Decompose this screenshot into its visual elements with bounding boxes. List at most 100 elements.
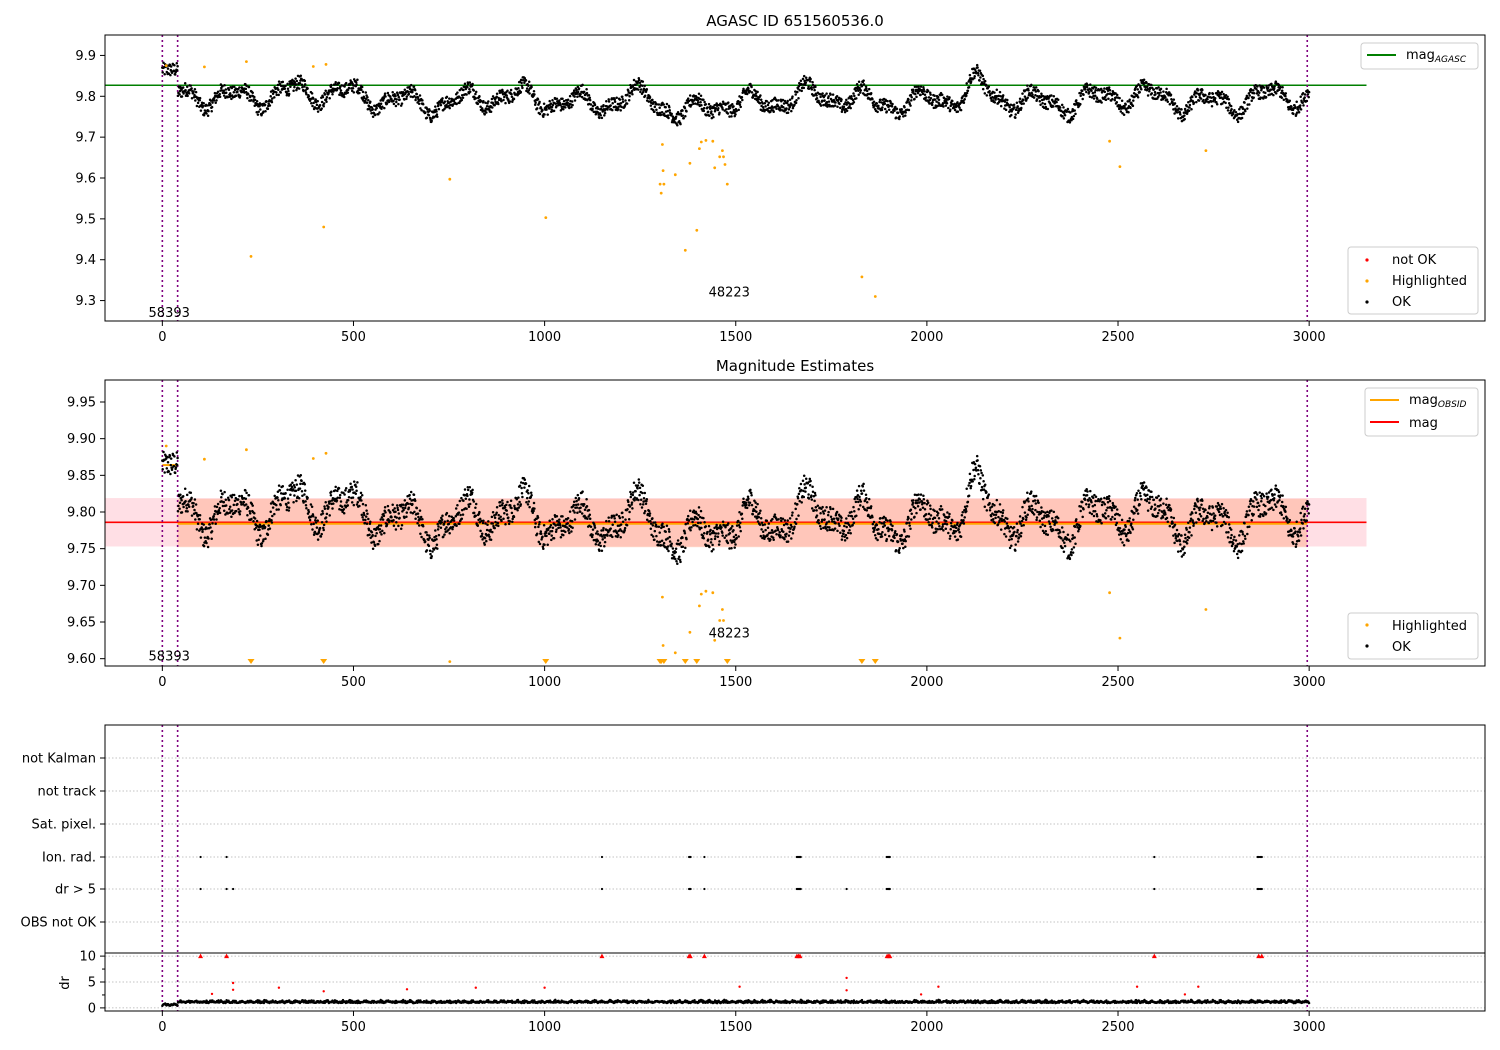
ok-point — [287, 92, 291, 96]
ok-point — [1159, 91, 1162, 94]
ok-point — [198, 517, 201, 521]
legend-mag-agasc: magAGASC — [1360, 42, 1479, 70]
ok-point — [815, 97, 819, 100]
ok-point — [859, 91, 862, 94]
ok-point — [407, 92, 411, 96]
ok-point — [439, 526, 443, 529]
ok-point — [328, 96, 331, 100]
ok-point — [1220, 90, 1224, 94]
ok-point — [588, 98, 592, 102]
ok-point — [572, 500, 576, 503]
ok-point — [316, 110, 320, 113]
ok-point — [169, 73, 172, 77]
ok-point — [944, 104, 948, 107]
ok-point — [873, 526, 877, 530]
ok-point — [338, 93, 341, 97]
ok-point — [365, 509, 368, 512]
ok-point — [361, 515, 364, 519]
ok-point — [941, 525, 944, 528]
highlighted-point — [713, 166, 717, 170]
ok-point — [973, 478, 976, 481]
ok-point — [593, 103, 597, 107]
ok-point — [755, 94, 758, 98]
ok-point — [399, 104, 403, 107]
ok-point — [1197, 99, 1201, 102]
ok-point — [169, 472, 172, 476]
ok-point — [939, 505, 943, 508]
ok-point — [851, 523, 854, 527]
ok-point — [418, 94, 422, 97]
ok-point — [926, 89, 930, 93]
ok-point — [252, 520, 255, 523]
ok-point — [497, 96, 500, 100]
ok-point — [440, 518, 444, 521]
ok-point — [611, 108, 614, 112]
ok-point — [749, 488, 752, 492]
ok-point — [385, 101, 389, 105]
ok-point — [751, 96, 755, 99]
ok-point — [607, 520, 611, 523]
ok-point — [782, 102, 786, 105]
ok-point — [857, 484, 861, 488]
ok-point — [273, 96, 276, 99]
ok-point — [782, 105, 785, 109]
ok-point — [949, 534, 952, 538]
ok-point — [232, 503, 236, 507]
ok-point — [1194, 95, 1198, 98]
ok-point — [179, 85, 182, 88]
ok-point — [451, 525, 455, 529]
ok-point — [671, 115, 675, 118]
ok-point — [542, 547, 545, 550]
ok-point — [809, 77, 812, 81]
ok-point — [1052, 105, 1055, 108]
ok-point — [286, 82, 289, 86]
ok-point — [891, 111, 895, 114]
ok-point — [807, 493, 810, 496]
ok-point — [885, 110, 889, 113]
ok-point — [632, 78, 636, 82]
ok-point — [1292, 112, 1295, 116]
ok-point — [739, 105, 742, 109]
ok-point — [786, 519, 789, 522]
ok-point — [436, 115, 439, 118]
ok-point — [800, 89, 803, 93]
ok-point — [509, 88, 513, 92]
ok-point — [269, 510, 272, 514]
ok-point — [1154, 93, 1157, 96]
ok-point — [1142, 78, 1146, 82]
ok-point — [332, 90, 335, 93]
ok-point — [797, 492, 801, 496]
ok-point — [324, 89, 327, 93]
ok-point — [182, 505, 185, 509]
ok-point — [774, 105, 777, 108]
ok-point — [329, 85, 333, 89]
ok-point — [829, 515, 833, 519]
ok-point — [364, 99, 367, 102]
ok-point — [979, 477, 982, 480]
ok-point — [198, 514, 202, 517]
ok-point — [913, 515, 916, 519]
ok-point — [189, 84, 193, 87]
ok-point — [561, 515, 564, 518]
ok-point — [378, 528, 382, 531]
ok-point — [550, 529, 554, 533]
ok-point — [1248, 103, 1251, 106]
ok-point — [416, 512, 420, 515]
ok-point — [209, 103, 212, 107]
ok-point — [445, 103, 448, 107]
ok-point — [446, 519, 449, 523]
ok-point — [873, 528, 876, 532]
ok-point — [391, 503, 394, 506]
ok-point — [327, 92, 330, 95]
ok-point — [539, 530, 543, 533]
ok-point — [813, 88, 816, 92]
ok-point — [708, 545, 711, 549]
ok-point — [232, 91, 236, 94]
ok-point — [831, 100, 834, 103]
ok-point — [978, 464, 982, 468]
ok-point — [407, 506, 411, 509]
ok-point — [697, 513, 700, 517]
ok-point — [867, 497, 871, 501]
ok-point — [246, 92, 250, 96]
ok-point — [485, 111, 488, 114]
